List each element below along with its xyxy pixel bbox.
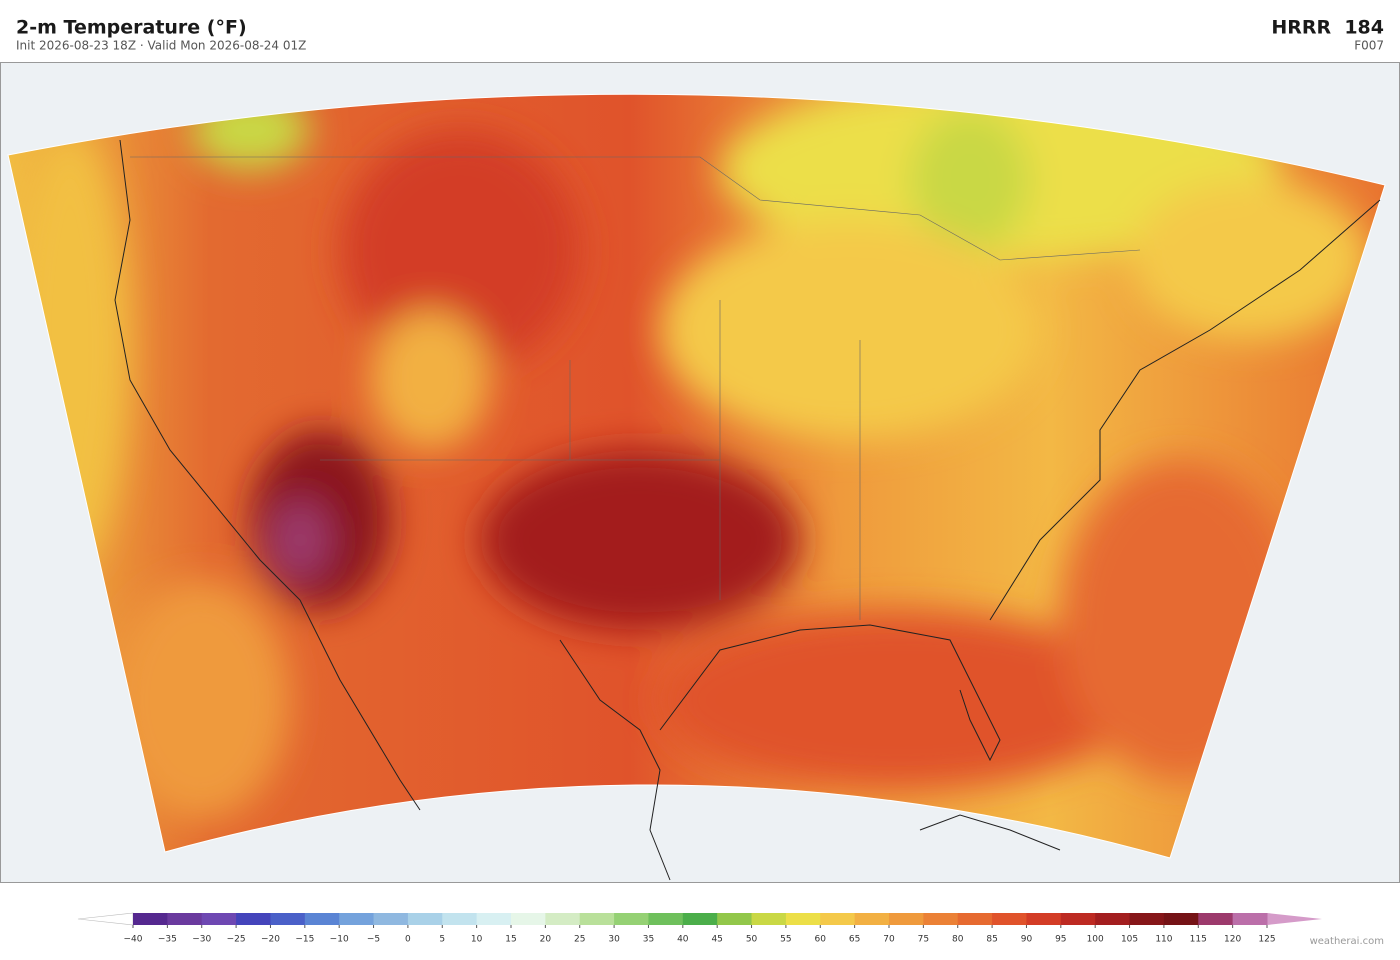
- colorbar: −40 −35 −30 −25 −20 −15 −10 −5 0 5 10 15 20 25 30 35 40 4…: [77, 912, 1322, 945]
- colorbar-tick-label: 125: [1258, 935, 1275, 945]
- colorbar-tick-label: 5: [439, 935, 445, 945]
- colorbar-tick-label: 55: [780, 935, 791, 945]
- colorbar-swatch: [133, 913, 168, 925]
- colorbar-swatch: [682, 913, 718, 925]
- colorbar-swatch: [785, 913, 821, 925]
- colorbar-tick-label: 30: [608, 935, 620, 945]
- forecast-hour: F007: [1354, 39, 1384, 53]
- colorbar-tick-label: 25: [574, 935, 585, 945]
- colorbar-swatch: [167, 913, 203, 925]
- colorbar-tick-label: 75: [918, 935, 929, 945]
- colorbar-tick-label: 110: [1155, 935, 1172, 945]
- colorbar-swatch: [407, 913, 443, 925]
- colorbar-swatch: [1163, 913, 1199, 925]
- colorbar-tick-label: −20: [261, 935, 280, 945]
- colorbar-tick-label: 115: [1190, 935, 1207, 945]
- colorbar-swatch: [751, 913, 787, 925]
- colorbar-tick-label: −15: [295, 935, 314, 945]
- colorbar-tick-label: 0: [405, 935, 411, 945]
- colorbar-swatch: [1095, 913, 1131, 925]
- colorbar-swatch: [476, 913, 512, 925]
- colorbar-tick-label: 95: [1055, 935, 1066, 945]
- colorbar-swatch: [236, 913, 271, 925]
- colorbar-swatch: [304, 913, 340, 925]
- colorbar-tick-label: 45: [711, 935, 722, 945]
- credit: weatherai.com: [1310, 936, 1384, 947]
- colorbar-tick-label: 80: [952, 935, 964, 945]
- colorbar-tick-label: 40: [677, 935, 689, 945]
- model-name: HRRR 184: [1271, 17, 1384, 39]
- temperature-field: [8, 94, 1385, 858]
- colorbar-swatch: [579, 913, 615, 925]
- coastlines: [114, 139, 1381, 881]
- colorbar-tick-label: 100: [1087, 935, 1104, 945]
- colorbar-swatch: [923, 913, 959, 925]
- colorbar-swatch: [1198, 913, 1234, 925]
- borders: [130, 156, 1141, 620]
- colorbar-under: [77, 912, 134, 926]
- colorbar-swatch: [1060, 913, 1096, 925]
- map-subtitle: Init 2026-08-23 18Z · Valid Mon 2026-08-…: [16, 39, 306, 53]
- colorbar-tick-label: 10: [471, 935, 483, 945]
- colorbar-tick-label: 60: [815, 935, 827, 945]
- colorbar-tick-label: 105: [1121, 935, 1138, 945]
- colorbar-tick-label: −5: [367, 935, 380, 945]
- colorbar-tick-label: 70: [883, 935, 895, 945]
- colorbar-swatch: [373, 913, 409, 925]
- colorbar-swatch: [1026, 913, 1062, 925]
- map-title: 2-m Temperature (°F): [16, 17, 247, 39]
- colorbar-tick-label: −30: [192, 935, 211, 945]
- colorbar-tick-label: 65: [849, 935, 860, 945]
- colorbar-swatch: [511, 913, 546, 925]
- colorbar-swatch: [854, 913, 890, 925]
- colorbar-tick-label: 85: [986, 935, 997, 945]
- colorbar-tick-label: −40: [124, 935, 143, 945]
- colorbar-swatch: [957, 913, 993, 925]
- colorbar-tick-label: −10: [330, 935, 349, 945]
- colorbar-swatch: [1129, 913, 1165, 925]
- colorbar-swatch: [889, 913, 924, 925]
- colorbar-swatch: [339, 913, 375, 925]
- colorbar-tick-label: 15: [505, 935, 516, 945]
- colorbar-swatch: [992, 913, 1027, 925]
- colorbar-swatch: [648, 913, 684, 925]
- colorbar-swatch: [545, 913, 581, 925]
- colorbar-tick-label: 35: [643, 935, 654, 945]
- domain-edge: [7, 93, 1386, 859]
- colorbar-swatch: [270, 913, 306, 925]
- colorbar-swatch: [1232, 913, 1268, 925]
- colorbar-over: [1267, 913, 1322, 925]
- colorbar-tick-label: −35: [158, 935, 177, 945]
- colorbar-tick-label: 20: [540, 935, 552, 945]
- colorbar-tick-label: 120: [1224, 935, 1241, 945]
- colorbar-tick-label: 90: [1021, 935, 1033, 945]
- colorbar-tick-label: 50: [746, 935, 758, 945]
- colorbar-tick-label: −25: [227, 935, 246, 945]
- colorbar-swatch: [201, 913, 237, 925]
- colorbar-swatch: [717, 913, 753, 925]
- colorbar-swatch: [442, 913, 478, 925]
- colorbar-swatch: [614, 913, 649, 925]
- colorbar-swatch: [820, 913, 856, 925]
